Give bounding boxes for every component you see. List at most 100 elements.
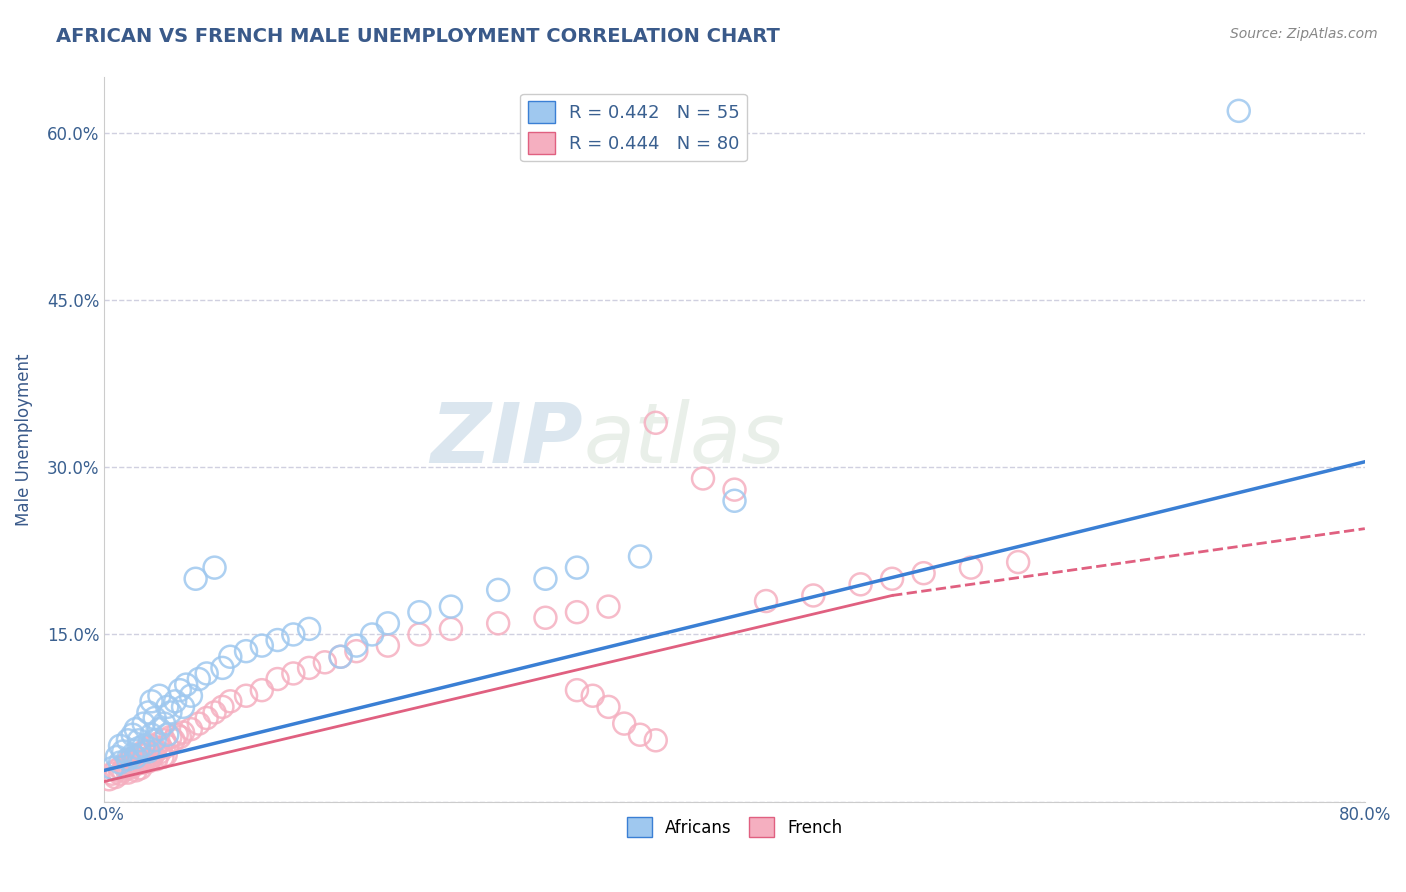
- Point: [134, 752, 156, 766]
- Point: [114, 759, 136, 773]
- Point: [159, 730, 181, 744]
- Point: [120, 752, 142, 766]
- Point: [912, 566, 935, 581]
- Text: AFRICAN VS FRENCH MALE UNEMPLOYMENT CORRELATION CHART: AFRICAN VS FRENCH MALE UNEMPLOYMENT CORR…: [56, 27, 780, 45]
- Point: [117, 752, 139, 766]
- Point: [377, 639, 399, 653]
- Point: [117, 765, 139, 780]
- Point: [486, 616, 509, 631]
- Point: [112, 764, 135, 778]
- Point: [582, 689, 605, 703]
- Point: [152, 750, 174, 764]
- Point: [801, 589, 824, 603]
- Point: [156, 699, 179, 714]
- Point: [534, 572, 557, 586]
- Point: [138, 744, 160, 758]
- Point: [162, 733, 184, 747]
- Point: [105, 764, 128, 778]
- Point: [141, 694, 163, 708]
- Point: [166, 728, 188, 742]
- Point: [128, 733, 150, 747]
- Point: [219, 649, 242, 664]
- Point: [180, 689, 202, 703]
- Point: [644, 733, 666, 747]
- Point: [180, 722, 202, 736]
- Point: [204, 706, 226, 720]
- Point: [132, 744, 155, 758]
- Text: Source: ZipAtlas.com: Source: ZipAtlas.com: [1230, 27, 1378, 41]
- Point: [108, 761, 131, 775]
- Point: [960, 560, 983, 574]
- Point: [169, 683, 191, 698]
- Point: [1227, 103, 1250, 118]
- Y-axis label: Male Unemployment: Male Unemployment: [15, 353, 32, 525]
- Point: [148, 722, 170, 736]
- Point: [219, 694, 242, 708]
- Point: [266, 672, 288, 686]
- Point: [283, 627, 305, 641]
- Point: [195, 711, 218, 725]
- Point: [98, 772, 121, 787]
- Point: [486, 582, 509, 597]
- Point: [361, 627, 384, 641]
- Point: [143, 711, 166, 725]
- Point: [146, 737, 169, 751]
- Point: [127, 756, 149, 771]
- Point: [145, 752, 167, 766]
- Point: [155, 747, 177, 762]
- Point: [141, 750, 163, 764]
- Point: [211, 699, 233, 714]
- Point: [440, 599, 463, 614]
- Legend: Africans, French: Africans, French: [620, 810, 849, 844]
- Point: [165, 694, 187, 708]
- Point: [329, 649, 352, 664]
- Point: [149, 741, 172, 756]
- Point: [250, 639, 273, 653]
- Point: [153, 733, 176, 747]
- Point: [108, 766, 131, 780]
- Point: [153, 716, 176, 731]
- Point: [141, 739, 163, 753]
- Point: [105, 750, 128, 764]
- Point: [108, 739, 131, 753]
- Point: [235, 644, 257, 658]
- Point: [849, 577, 872, 591]
- Point: [132, 739, 155, 753]
- Point: [139, 741, 162, 756]
- Point: [187, 716, 209, 731]
- Point: [101, 766, 124, 780]
- Point: [143, 733, 166, 747]
- Point: [283, 666, 305, 681]
- Point: [755, 594, 778, 608]
- Point: [565, 683, 588, 698]
- Point: [125, 750, 148, 764]
- Point: [187, 672, 209, 686]
- Point: [125, 750, 148, 764]
- Point: [112, 744, 135, 758]
- Point: [628, 728, 651, 742]
- Point: [408, 627, 430, 641]
- Point: [143, 744, 166, 758]
- Point: [108, 756, 131, 770]
- Point: [613, 716, 636, 731]
- Point: [172, 725, 194, 739]
- Point: [121, 759, 143, 773]
- Point: [138, 755, 160, 769]
- Point: [329, 649, 352, 664]
- Point: [131, 747, 153, 762]
- Point: [1007, 555, 1029, 569]
- Point: [174, 677, 197, 691]
- Point: [118, 761, 141, 775]
- Point: [250, 683, 273, 698]
- Point: [148, 746, 170, 760]
- Point: [195, 666, 218, 681]
- Point: [132, 756, 155, 770]
- Point: [135, 747, 157, 762]
- Point: [104, 770, 127, 784]
- Point: [142, 747, 165, 762]
- Point: [117, 733, 139, 747]
- Point: [598, 599, 620, 614]
- Text: ZIP: ZIP: [430, 399, 583, 480]
- Point: [184, 572, 207, 586]
- Point: [628, 549, 651, 564]
